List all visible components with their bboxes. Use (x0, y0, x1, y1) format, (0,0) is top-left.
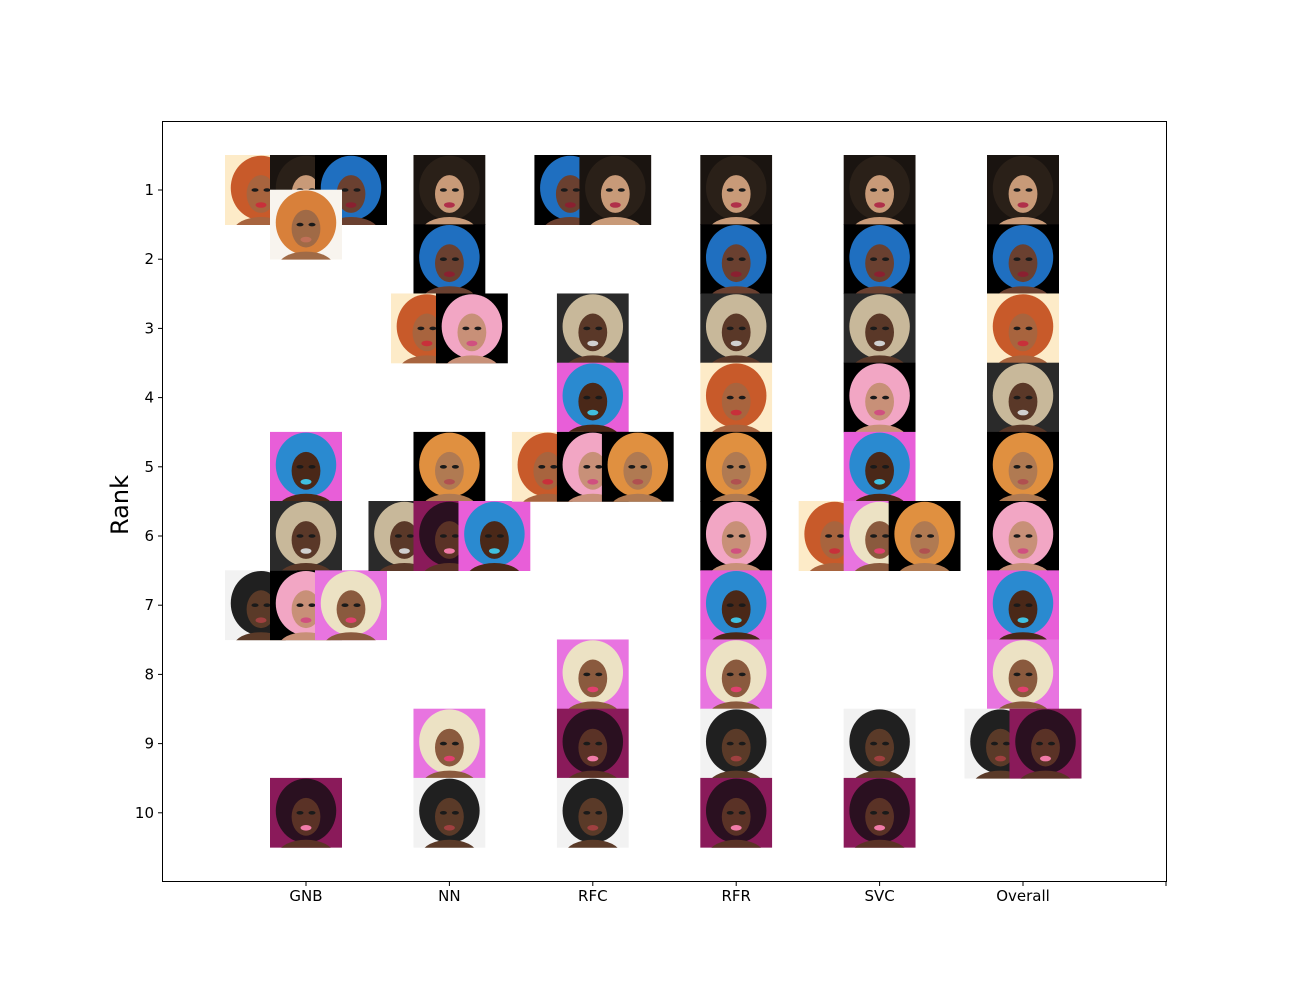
x-tick-label: Overall (996, 887, 1050, 905)
portrait-marker (843, 224, 916, 295)
portrait-marker (556, 293, 629, 364)
portrait-marker (843, 708, 916, 779)
portrait-marker (435, 293, 508, 364)
portrait-marker (458, 501, 531, 571)
portrait-marker (315, 570, 387, 641)
portrait-marker (270, 501, 342, 571)
portrait-markers (225, 155, 1082, 848)
y-tick-label: 5 (144, 458, 154, 476)
portrait-marker (270, 777, 342, 848)
portrait-marker (556, 639, 629, 710)
x-tick-label: RFR (721, 887, 750, 905)
y-tick-label: 1 (144, 181, 154, 199)
x-axis: GNB NN RFC RFR SVC Overall (289, 881, 1167, 905)
portrait-marker (270, 189, 342, 260)
portrait-marker (413, 224, 486, 295)
portrait-marker (1009, 708, 1082, 779)
y-tick-label: 4 (144, 389, 154, 407)
portrait-marker (556, 777, 629, 848)
x-tick-label: RFC (578, 887, 608, 905)
portrait-marker (987, 570, 1059, 641)
portrait-marker (700, 293, 773, 364)
portrait-marker (556, 362, 629, 433)
portrait-marker (700, 224, 773, 295)
portrait-marker (270, 431, 342, 502)
portrait-marker (700, 431, 773, 502)
portrait-marker (413, 708, 486, 779)
portrait-marker (843, 155, 916, 225)
y-tick-label: 2 (144, 250, 154, 268)
portrait-marker (700, 708, 773, 779)
portrait-marker (843, 293, 916, 364)
y-tick-label: 3 (144, 319, 154, 337)
y-tick-label: 6 (144, 527, 154, 545)
portrait-marker (413, 777, 486, 848)
portrait-marker (579, 155, 652, 225)
portrait-marker (601, 431, 674, 502)
portrait-marker (700, 501, 773, 571)
portrait-marker (987, 224, 1059, 295)
portrait-marker (413, 155, 486, 225)
y-tick-label: 8 (144, 665, 154, 683)
portrait-marker (843, 777, 916, 848)
y-axis: 1 2 3 4 5 6 7 8 9 10 (135, 181, 163, 822)
y-tick-label: 7 (144, 596, 154, 614)
portrait-marker (700, 155, 773, 225)
portrait-marker (843, 431, 916, 502)
x-tick-label: SVC (864, 887, 894, 905)
portrait-marker (987, 155, 1059, 225)
y-tick-label: 10 (135, 804, 154, 822)
portrait-marker (987, 501, 1059, 571)
x-tick-label: GNB (289, 887, 322, 905)
portrait-marker (987, 639, 1059, 710)
portrait-marker (888, 501, 961, 571)
y-tick-label: 9 (144, 735, 154, 753)
portrait-marker (987, 431, 1059, 502)
plot-frame (162, 121, 1167, 882)
portrait-marker (987, 293, 1059, 364)
portrait-marker (700, 639, 773, 710)
portrait-marker (987, 362, 1059, 433)
portrait-marker (556, 708, 629, 779)
portrait-marker (843, 362, 916, 433)
portrait-marker (700, 362, 773, 433)
y-axis-title: Rank (106, 475, 134, 535)
portrait-marker (413, 431, 486, 502)
portrait-marker (700, 777, 773, 848)
portrait-marker (700, 570, 773, 641)
x-tick-label: NN (438, 887, 460, 905)
